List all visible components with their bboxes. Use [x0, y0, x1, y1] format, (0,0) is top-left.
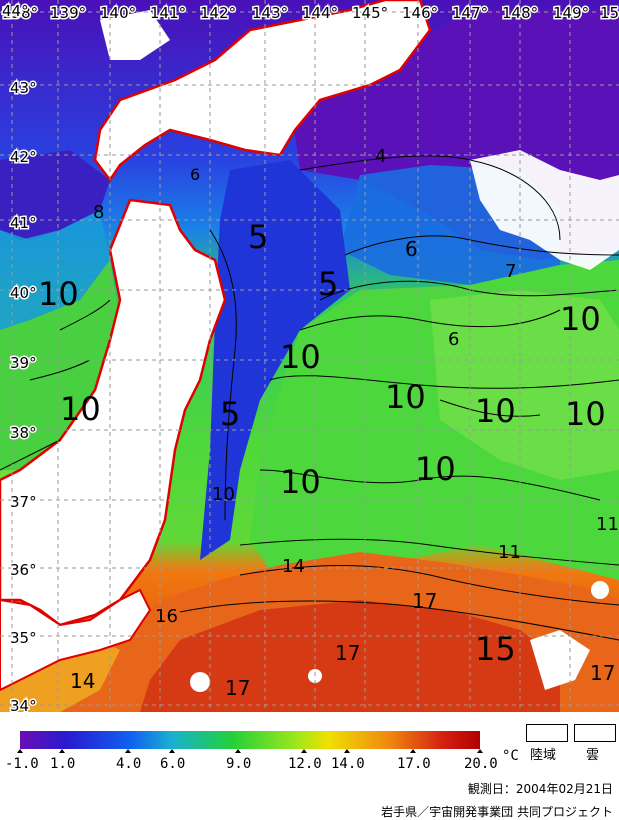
contour-label: 5	[248, 218, 268, 256]
cloud-legend-swatch	[574, 724, 616, 742]
contour-label: 15	[475, 630, 516, 668]
cloud-patch	[190, 672, 210, 692]
contour-label: 17	[590, 661, 615, 685]
contour-label: 6	[448, 329, 459, 350]
isotherm-lines	[0, 155, 619, 641]
lon-label: 148°	[502, 4, 538, 22]
contour-label: 4	[375, 146, 386, 167]
contour-label: 5	[220, 395, 240, 433]
longitude-labels: 138° 139° 140° 141° 142° 143° 144° 145° …	[1, 3, 619, 24]
observation-date: 観測日：2004年02月21日	[467, 782, 613, 796]
contour-label: 11	[596, 514, 619, 535]
contour-label: 7	[505, 261, 516, 282]
land-legend-label: 陸域	[530, 748, 557, 763]
lat-label: 41°	[10, 214, 37, 232]
contour-label: 10	[60, 390, 101, 428]
contour-label: 16	[155, 606, 178, 627]
cloud-southeast	[530, 630, 590, 690]
lon-label: 143°	[252, 4, 288, 22]
contour-label: 10	[560, 300, 601, 338]
contour-label: 10	[385, 378, 426, 416]
land-kanto	[0, 588, 152, 692]
lon-label: 144°	[302, 4, 338, 22]
lat-label: 34°	[10, 697, 37, 712]
cloud-patch	[591, 581, 609, 599]
contour-label: 6	[190, 165, 200, 184]
contour-label: 8	[93, 202, 104, 223]
sst-map: 138° 139° 140° 141° 142° 143° 144° 145° …	[0, 0, 619, 712]
scale-tick: 20.0	[464, 756, 498, 772]
color-scale-legend: -1.0 1.0 4.0 6.0 9.0 12.0 14.0 17.0 20.0…	[5, 731, 519, 772]
scale-tick-marks	[17, 749, 483, 753]
contour-label: 17	[225, 676, 250, 700]
cloud-legend-label: 雲	[586, 748, 600, 763]
contour-label: 10	[212, 484, 235, 505]
lat-label: 37°	[10, 493, 37, 511]
scale-tick: 12.0	[288, 756, 322, 772]
graticule	[0, 0, 619, 712]
scale-tick: -1.0	[5, 756, 39, 772]
kuroshio-core	[140, 600, 560, 712]
lat-label: 36°	[10, 561, 37, 579]
lon-label: 145°	[352, 4, 388, 22]
contour-label: 14	[282, 556, 305, 577]
contour-label: 17	[335, 641, 360, 665]
latitude-labels: 44° 43° 42° 41° 40° 39° 38° 37° 36° 35° …	[1, 1, 39, 713]
contour-label: 17	[412, 589, 437, 613]
lat-label: 35°	[10, 629, 37, 647]
scale-tick: 1.0	[50, 756, 75, 772]
scale-tick: 14.0	[331, 756, 365, 772]
scale-tick: 17.0	[397, 756, 431, 772]
lon-label: 142°	[200, 4, 236, 22]
lon-label: 147°	[452, 4, 488, 22]
contour-label: 10	[415, 450, 456, 488]
lat-label: 39°	[10, 354, 37, 372]
scale-tick: 6.0	[160, 756, 185, 772]
contour-label: 10	[38, 275, 79, 313]
lon-label: 139°	[50, 4, 86, 22]
cloud-northwest	[100, 10, 170, 60]
lon-label: 138°	[2, 4, 38, 22]
contour-labels: 4 5 5 5 6 6 6 7 8 10 10 10 10 10 10 10 1…	[38, 146, 619, 700]
lat-label: 38°	[10, 424, 37, 442]
contour-label: 10	[565, 395, 606, 433]
scale-tick: 4.0	[116, 756, 141, 772]
scale-tick: 9.0	[226, 756, 251, 772]
lat-label: 44°	[2, 2, 29, 20]
mixed-water-pale	[430, 290, 619, 480]
land-legend-swatch	[526, 724, 568, 742]
cloud-east	[470, 150, 619, 270]
contour-label: 14	[70, 669, 95, 693]
contour-label: 10	[475, 392, 516, 430]
contour-label: 11	[498, 542, 521, 563]
lon-label: 149°	[553, 4, 589, 22]
lat-label: 40°	[10, 284, 37, 302]
cold-water-west	[0, 150, 110, 240]
contour-label: 5	[318, 265, 338, 303]
color-scale-bar	[20, 731, 480, 749]
lat-label: 42°	[10, 148, 37, 166]
land-hokkaido	[93, 0, 432, 183]
contour-label: 10	[280, 463, 321, 501]
sea-of-japan	[0, 260, 120, 470]
scale-unit: °C	[502, 748, 519, 764]
contour-label: 10	[280, 338, 321, 376]
credit-line: 岩手県／宇宙開発事業団 共同プロジェクト	[381, 805, 613, 819]
transition-west	[0, 210, 110, 330]
lon-label: 141°	[150, 4, 186, 22]
lon-label: 140°	[100, 4, 136, 22]
lon-label: 15	[600, 4, 619, 22]
lat-label: 43°	[10, 79, 37, 97]
contour-label: 6	[405, 237, 418, 261]
lon-label: 146°	[402, 4, 438, 22]
